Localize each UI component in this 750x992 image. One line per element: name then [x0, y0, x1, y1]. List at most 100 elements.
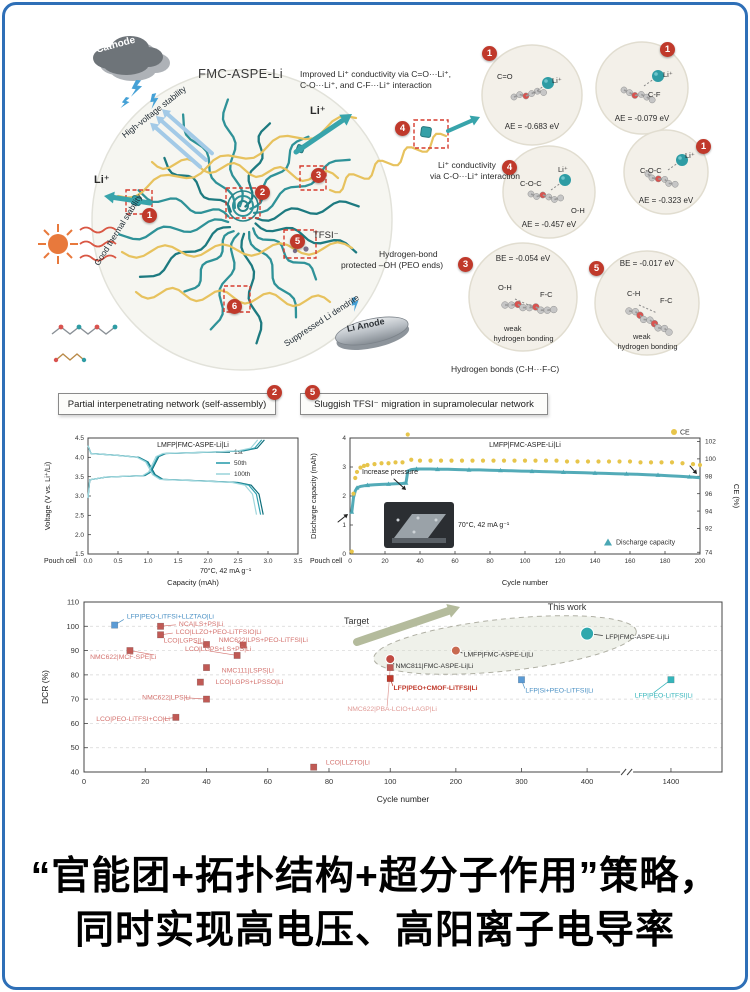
bubble2-ion: Li⁺ [685, 151, 695, 160]
svg-text:180: 180 [660, 558, 671, 565]
svg-text:400: 400 [581, 777, 594, 786]
svg-text:60: 60 [451, 558, 459, 565]
bubble5-bond: C-H [627, 289, 641, 298]
svg-text:NMC622|LPS|Li: NMC622|LPS|Li [142, 695, 191, 702]
svg-text:140: 140 [590, 558, 601, 565]
bubble5-note2: hydrogen bonding [617, 342, 678, 351]
svg-text:200: 200 [695, 558, 706, 565]
svg-text:LCO|LLZO+PEO-LiTFSIO|Li: LCO|LLZO+PEO-LiTFSIO|Li [176, 629, 262, 636]
badge-3: 3 [311, 168, 326, 183]
badge-2: 2 [255, 185, 270, 200]
svg-text:2.5: 2.5 [75, 513, 84, 520]
svg-text:3: 3 [342, 464, 346, 471]
svg-text:LFP|PEO+CMOF-LiTFSI|Li: LFP|PEO+CMOF-LiTFSI|Li [394, 685, 478, 692]
svg-text:100th: 100th [234, 471, 251, 478]
bubble-badge-4: 4 [502, 160, 517, 175]
svg-text:3.5: 3.5 [293, 558, 302, 565]
svg-text:2: 2 [342, 493, 346, 500]
bubble3-ion: Li⁺ [558, 165, 568, 174]
svg-text:70: 70 [71, 695, 79, 704]
tfsi-label: TFSI⁻ [313, 230, 339, 241]
bubble4-bond2: F-C [540, 290, 553, 299]
svg-text:Voltage (V vs. Li⁺/Li): Voltage (V vs. Li⁺/Li) [43, 461, 52, 530]
svg-text:0: 0 [342, 551, 346, 558]
svg-text:Increase pressure: Increase pressure [362, 469, 418, 476]
banner-line1: “官能团+拓扑结构+超分子作用”策略， [30, 855, 720, 898]
svg-text:1: 1 [342, 522, 346, 529]
svg-text:LCO|PEO-LiTFSI+CO|Li: LCO|PEO-LiTFSI+CO|Li [96, 716, 170, 723]
conductivity-line2: via C-O···Li⁺ interaction [430, 171, 520, 181]
svg-text:NMC622|MCF-SPE|Li: NMC622|MCF-SPE|Li [90, 654, 157, 661]
improved-conductivity-line2: C-O···Li⁺, and C-F···Li⁺ interaction [300, 80, 432, 90]
svg-text:LFP|PEO-LiTFSI+LLZTAO|Li: LFP|PEO-LiTFSI+LLZTAO|Li [127, 614, 215, 621]
svg-text:40: 40 [202, 777, 210, 786]
svg-text:Target: Target [344, 616, 370, 626]
svg-text:CE (%): CE (%) [732, 484, 741, 509]
svg-text:LCO|LGPS+LPSSO|Li: LCO|LGPS+LPSSO|Li [216, 679, 284, 686]
bubble5-note1: weak [633, 332, 651, 341]
svg-text:3.5: 3.5 [75, 474, 84, 481]
svg-text:This work: This work [548, 602, 587, 612]
svg-text:Cycle number: Cycle number [377, 794, 430, 804]
callout-sluggish-tfsi-text: Sluggish TFSI⁻ migration in supramolecul… [314, 398, 534, 410]
improved-conductivity-line1: Improved Li⁺ conductivity via C=O···Li⁺, [300, 69, 451, 79]
bubble3-bond2: O-H [571, 206, 585, 215]
bubble0-ion: Li⁺ [552, 76, 562, 85]
svg-text:50: 50 [71, 743, 79, 752]
bubble4-note2: hydrogen bonding [493, 334, 554, 343]
svg-text:3.0: 3.0 [75, 493, 84, 500]
svg-text:NMC622|LPS+PEO-LiTFSI|Li: NMC622|LPS+PEO-LiTFSI|Li [219, 637, 309, 644]
svg-text:2.0: 2.0 [203, 558, 212, 565]
svg-text:4.0: 4.0 [75, 455, 84, 462]
svg-text:CE: CE [680, 430, 690, 437]
svg-text:LMFP|FMC-ASPE-Li|Li: LMFP|FMC-ASPE-Li|Li [157, 442, 229, 449]
hbonds-bottom-label: Hydrogen bonds (C-H···F-C) [451, 364, 560, 374]
bubble5-energy: BE = -0.017 eV [619, 259, 675, 268]
summary-banner: “官能团+拓扑结构+超分子作用”策略， 同时实现高电压、高阳离子电导率 [10, 850, 740, 958]
svg-text:70°C, 42 mA g⁻¹: 70°C, 42 mA g⁻¹ [200, 567, 252, 575]
li-anode-disc [335, 316, 410, 350]
badge-6: 6 [227, 299, 242, 314]
cathode-cloud [93, 36, 163, 75]
hbond-line1: Hydrogen-bond [379, 249, 438, 259]
bubble0-bond: C=O [497, 72, 513, 81]
bubble1-energy: AE = -0.079 eV [614, 114, 670, 123]
svg-text:1.0: 1.0 [143, 558, 152, 565]
svg-text:1st: 1st [234, 449, 243, 456]
bubble2-energy: AE = -0.323 eV [638, 196, 694, 205]
arrows-layer [104, 109, 480, 206]
svg-text:2.5: 2.5 [233, 558, 242, 565]
svg-text:LCO|LGPS|Li: LCO|LGPS|Li [164, 637, 205, 644]
svg-text:LFP|PEO-LiTFSI|Li: LFP|PEO-LiTFSI|Li [635, 693, 693, 700]
svg-text:120: 120 [555, 558, 566, 565]
bubble4-energy: BE = -0.054 eV [495, 254, 551, 263]
callout-partial-network: Partial interpenetrating network (self-a… [58, 385, 282, 415]
bubble1-bond: C-F [648, 90, 661, 99]
svg-text:Pouch cell: Pouch cell [44, 558, 77, 565]
voltage-capacity-chart: 0.0 0.5 1.0 1.5 2.0 2.5 3.0 3.5 1.5 2.0 2.5 3.0 3.5 4… [43, 435, 303, 587]
callout-partial-network-text: Partial interpenetrating network (self-a… [67, 398, 267, 410]
bubble1-ion: Li⁺ [663, 70, 673, 79]
svg-text:100: 100 [705, 456, 716, 463]
svg-text:Discharge capacity: Discharge capacity [616, 540, 676, 547]
svg-text:200: 200 [450, 777, 463, 786]
bubble2-bond: C-O-C [640, 166, 662, 175]
highlight-boxes [125, 119, 449, 313]
svg-text:LMFP|FMC-ASPE-Li|Li: LMFP|FMC-ASPE-Li|Li [464, 651, 534, 658]
bubble-badge-3: 3 [458, 257, 473, 272]
bubble5-bond2: F-C [660, 296, 673, 305]
svg-text:160: 160 [625, 558, 636, 565]
heat-waves [79, 226, 117, 262]
svg-text:2.0: 2.0 [75, 532, 84, 539]
svg-text:1400: 1400 [663, 777, 680, 786]
svg-text:40: 40 [71, 768, 79, 777]
molecule-graphics [501, 70, 688, 336]
svg-text:60: 60 [71, 719, 79, 728]
svg-text:80: 80 [486, 558, 494, 565]
monomer-structures [51, 324, 118, 363]
badge-1: 1 [142, 208, 157, 223]
svg-text:80: 80 [325, 777, 333, 786]
svg-text:NCA|LS+PS|Li: NCA|LS+PS|Li [179, 621, 224, 628]
svg-text:Capacity (mAh): Capacity (mAh) [167, 578, 219, 587]
svg-text:98: 98 [705, 473, 713, 480]
